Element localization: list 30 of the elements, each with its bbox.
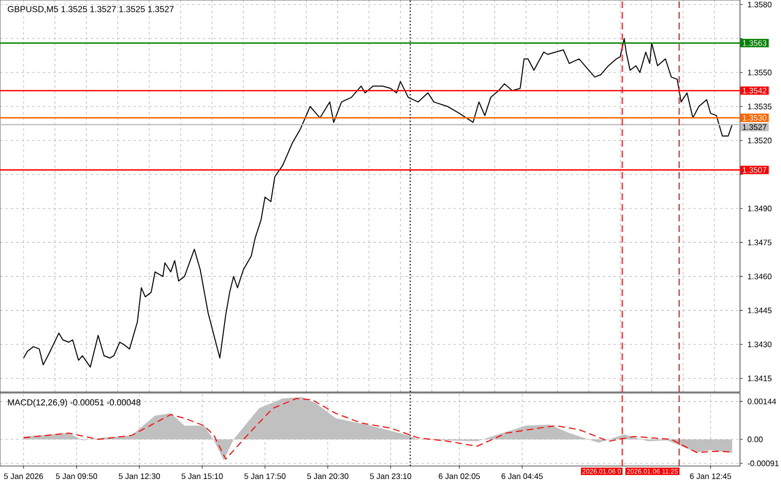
ref-line-label: 1.3542 [742, 88, 766, 94]
ref-line-label: 1.3527 [742, 124, 766, 130]
y-tick-label: 1.3490 [748, 206, 772, 212]
y-tick-label: 1.3445 [748, 308, 772, 314]
x-tick-label: 5 Jan 09:50 [56, 473, 98, 480]
x-tick-label: 6 Jan 02:05 [438, 473, 480, 480]
x-tick-label: 5 Jan 17:50 [244, 473, 286, 480]
y-tick-label: 1.3535 [748, 104, 772, 110]
x-tick-label: 5 Jan 15:10 [182, 473, 223, 480]
y-tick-label: 1.3550 [748, 70, 772, 76]
x-tick-label: 6 Jan 12:45 [690, 473, 732, 480]
y-tick-label: 1.3430 [748, 342, 772, 348]
y-tick-label: 1.3415 [748, 376, 772, 382]
x-tick-label: 5 Jan 20:30 [307, 473, 348, 480]
ref-line-label: 1.3507 [742, 167, 766, 173]
y-tick-label: 1.3580 [748, 2, 772, 8]
y-tick-label: 1.3475 [748, 240, 772, 246]
x-tick-label: 5 Jan 23:10 [370, 473, 412, 480]
text: GBPUSD,M5 1.3525 1.3527 1.3525 1.3527 [8, 6, 174, 14]
y-tick-label: 1.3520 [748, 138, 772, 144]
x-tick-label: 6 Jan 04:45 [502, 473, 543, 480]
y-tick-label: 0.00144 [748, 398, 776, 404]
ref-line-label: 1.3530 [742, 114, 766, 121]
x-tick-label: 5 Jan 12:30 [118, 473, 160, 480]
y-tick-label: 0.00 [748, 436, 763, 442]
y-tick-label: -0.00091 [748, 460, 779, 466]
text: MACD(12,26,9) -0.00051 -0.00048 [8, 399, 140, 408]
y-tick-label: 1.3460 [748, 274, 772, 280]
x-tick-label: 5 Jan 2026 [4, 473, 43, 480]
ref-line-label: 1.3563 [742, 40, 766, 46]
